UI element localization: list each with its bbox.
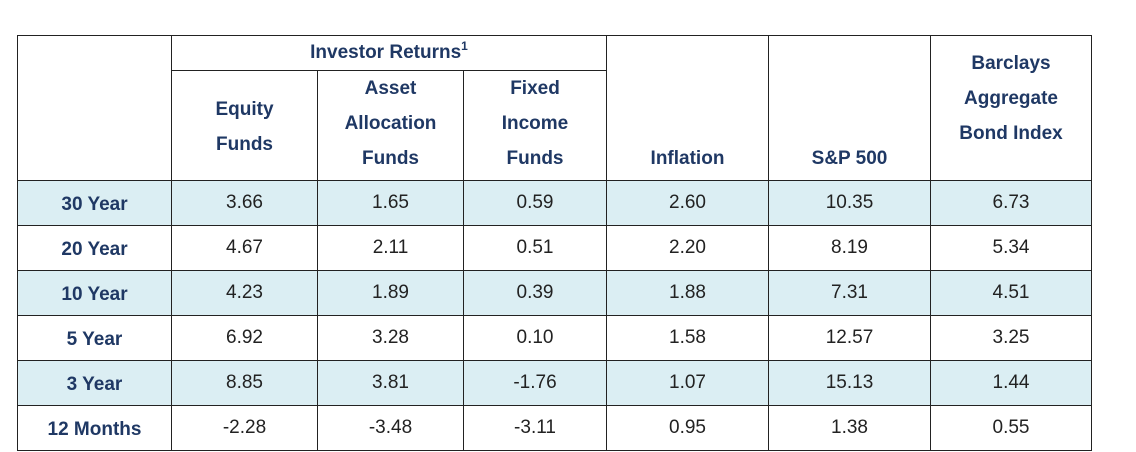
corner-cell — [17, 35, 172, 181]
asset-value: 3.81 — [317, 360, 464, 406]
fixed-value: 0.39 — [463, 270, 607, 316]
equity-value: 3.66 — [171, 180, 318, 226]
fixed-value: 0.59 — [463, 180, 607, 226]
sp500-value: 15.13 — [768, 360, 931, 406]
equity-value: 4.67 — [171, 225, 318, 271]
investor-returns-header: Investor Returns1 — [171, 35, 607, 71]
inflation-value: 2.60 — [606, 180, 769, 226]
asset-header-line: Allocation — [344, 113, 437, 134]
barclays-value: 6.73 — [930, 180, 1092, 226]
table-row: 20 Year 4.67 2.11 0.51 2.20 8.19 5.34 — [17, 225, 1092, 271]
barclays-value: 5.34 — [930, 225, 1092, 271]
row-label: 10 Year — [17, 270, 172, 316]
fixed-income-header: Fixed Income Funds — [463, 70, 607, 181]
inflation-value: 1.88 — [606, 270, 769, 316]
barclays-value: 0.55 — [930, 405, 1092, 451]
equity-value: 8.85 — [171, 360, 318, 406]
table-row: 3 Year 8.85 3.81 -1.76 1.07 15.13 1.44 — [17, 360, 1092, 406]
barclays-value: 3.25 — [930, 315, 1092, 361]
equity-value: -2.28 — [171, 405, 318, 451]
investor-returns-label: Investor Returns — [310, 42, 462, 63]
row-label: 30 Year — [17, 180, 172, 226]
table-row: 5 Year 6.92 3.28 0.10 1.58 12.57 3.25 — [17, 315, 1092, 361]
inflation-value: 0.95 — [606, 405, 769, 451]
fixed-value: -3.11 — [463, 405, 607, 451]
equity-header-line: Equity — [215, 98, 274, 120]
barclays-header: Barclays Aggregate Bond Index — [930, 35, 1092, 181]
fixed-header-line: Fixed — [510, 78, 560, 99]
barclays-value: 4.51 — [930, 270, 1092, 316]
sp500-header: S&P 500 — [768, 35, 931, 181]
inflation-value: 1.07 — [606, 360, 769, 406]
barclays-header-line: Bond Index — [959, 122, 1063, 144]
sp500-header-label: S&P 500 — [811, 148, 888, 169]
asset-header-line: Funds — [362, 148, 419, 169]
table-row: 10 Year 4.23 1.89 0.39 1.88 7.31 4.51 — [17, 270, 1092, 316]
table-row: 30 Year 3.66 1.65 0.59 2.60 10.35 6.73 — [17, 180, 1092, 226]
row-label: 20 Year — [17, 225, 172, 271]
sp500-value: 8.19 — [768, 225, 931, 271]
barclays-header-line: Barclays — [971, 52, 1051, 74]
returns-table: Investor Returns1 Inflation S&P 500 Barc… — [17, 35, 1092, 451]
row-label: 5 Year — [17, 315, 172, 361]
fixed-value: -1.76 — [463, 360, 607, 406]
asset-value: -3.48 — [317, 405, 464, 451]
equity-value: 6.92 — [171, 315, 318, 361]
inflation-value: 2.20 — [606, 225, 769, 271]
asset-value: 1.65 — [317, 180, 464, 226]
inflation-header: Inflation — [606, 35, 769, 181]
footnote-marker: 1 — [461, 39, 468, 53]
fixed-value: 0.51 — [463, 225, 607, 271]
asset-value: 1.89 — [317, 270, 464, 316]
equity-funds-header: Equity Funds — [171, 70, 318, 181]
sp500-value: 1.38 — [768, 405, 931, 451]
sp500-value: 12.57 — [768, 315, 931, 361]
equity-value: 4.23 — [171, 270, 318, 316]
inflation-value: 1.58 — [606, 315, 769, 361]
fixed-header-line: Funds — [506, 148, 564, 169]
row-label: 3 Year — [17, 360, 172, 406]
asset-value: 3.28 — [317, 315, 464, 361]
fixed-value: 0.10 — [463, 315, 607, 361]
equity-header-line: Funds — [216, 133, 273, 155]
asset-value: 2.11 — [317, 225, 464, 271]
sp500-value: 10.35 — [768, 180, 931, 226]
asset-header-line: Asset — [364, 78, 417, 99]
inflation-header-label: Inflation — [650, 148, 725, 169]
row-label: 12 Months — [17, 405, 172, 451]
barclays-value: 1.44 — [930, 360, 1092, 406]
sp500-value: 7.31 — [768, 270, 931, 316]
barclays-header-line: Aggregate — [964, 87, 1058, 109]
table-row: 12 Months -2.28 -3.48 -3.11 0.95 1.38 0.… — [17, 405, 1092, 451]
asset-allocation-header: Asset Allocation Funds — [317, 70, 464, 181]
fixed-header-line: Income — [501, 113, 569, 134]
